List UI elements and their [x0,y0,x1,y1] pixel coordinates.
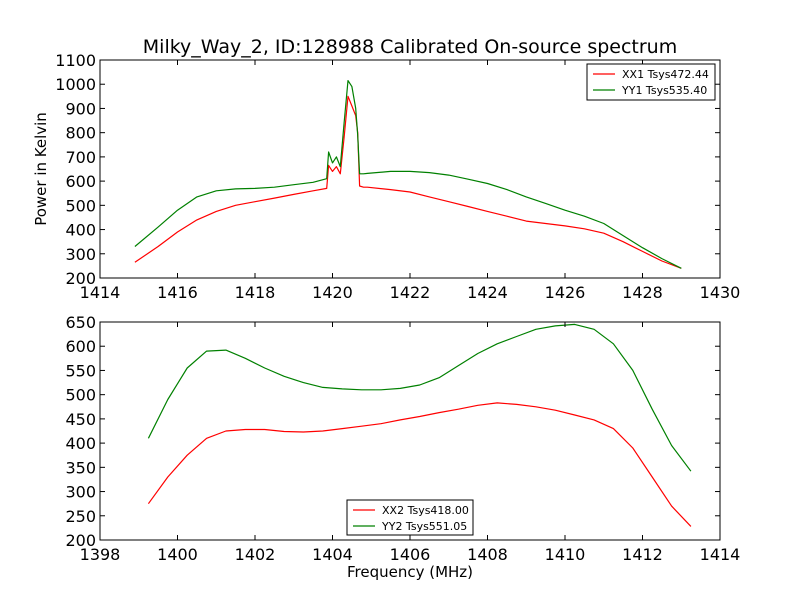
legend-box [586,63,716,101]
legend: XX2 Tsys418.00 YY2 Tsys551.05 [346,499,474,536]
series-line-2 [147,323,692,472]
y-tick-label: 1100 [55,51,96,70]
x-tick-label: 1410 [545,545,586,564]
plot-bottom: 1398 1400 1402 1404 1406 1408 1410 1412 1414 200 2… [65,313,740,581]
x-tick-label: 1406 [390,545,431,564]
y-tick-label: 650 [65,313,96,332]
y-tick-label: 400 [65,221,96,240]
y-tick-label: 250 [65,507,96,526]
chart-title: Milky_Way_2, ID:128988 Calibrated On-sou… [143,36,677,58]
y-tick-label: 800 [65,124,96,143]
legend-entry: YY1 Tsys535.40 [621,84,707,97]
y-tick-label: 450 [65,410,96,429]
x-tick-label: 1404 [312,545,353,564]
x-tick-label: 1414 [80,283,121,302]
y-tick-label: 500 [65,386,96,405]
y-tick-label: 550 [65,361,96,380]
x-tick-label: 1412 [622,545,663,564]
series-line-2 [134,80,682,269]
x-axis-label: Frequency (MHz) [347,563,473,581]
legend-entry: YY2 Tsys551.05 [381,520,467,533]
y-tick-label: 900 [65,99,96,118]
legend-box [346,499,474,536]
legend-entry: XX1 Tsys472.44 [622,68,709,81]
y-tick-label: 200 [65,531,96,550]
y-tick-label: 1000 [55,75,96,94]
y-tick-label: 300 [65,245,96,264]
x-tick-label: 1400 [157,545,198,564]
y-tick-label: 300 [65,483,96,502]
y-tick-label: 350 [65,458,96,477]
x-tick-label: 1422 [390,283,431,302]
x-tick-label: 1418 [235,283,276,302]
y-tick-label: 600 [65,337,96,356]
plot-top: 1414 1416 1418 1420 1422 1424 1426 1428 1430 200 3… [32,51,740,302]
x-tick-label: 1424 [467,283,508,302]
legend-entry: XX2 Tsys418.00 [382,504,469,517]
x-tick-label: 1414 [700,545,741,564]
y-axis-label: Power in Kelvin [32,112,50,226]
y-tick-label: 200 [65,269,96,288]
x-tick-label: 1398 [80,545,121,564]
x-tick-label: 1426 [545,283,586,302]
x-tick-label: 1428 [622,283,663,302]
series-line-1 [147,402,692,527]
x-tick-label: 1430 [700,283,741,302]
y-tick-label: 700 [65,148,96,167]
y-tick-label: 600 [65,172,96,191]
y-tick-label: 400 [65,434,96,453]
x-tick-label: 1402 [235,545,276,564]
x-tick-label: 1408 [467,545,508,564]
x-tick-label: 1416 [157,283,198,302]
x-tick-label: 1420 [312,283,353,302]
legend: XX1 Tsys472.44 YY1 Tsys535.40 [586,63,716,101]
y-tick-label: 500 [65,196,96,215]
